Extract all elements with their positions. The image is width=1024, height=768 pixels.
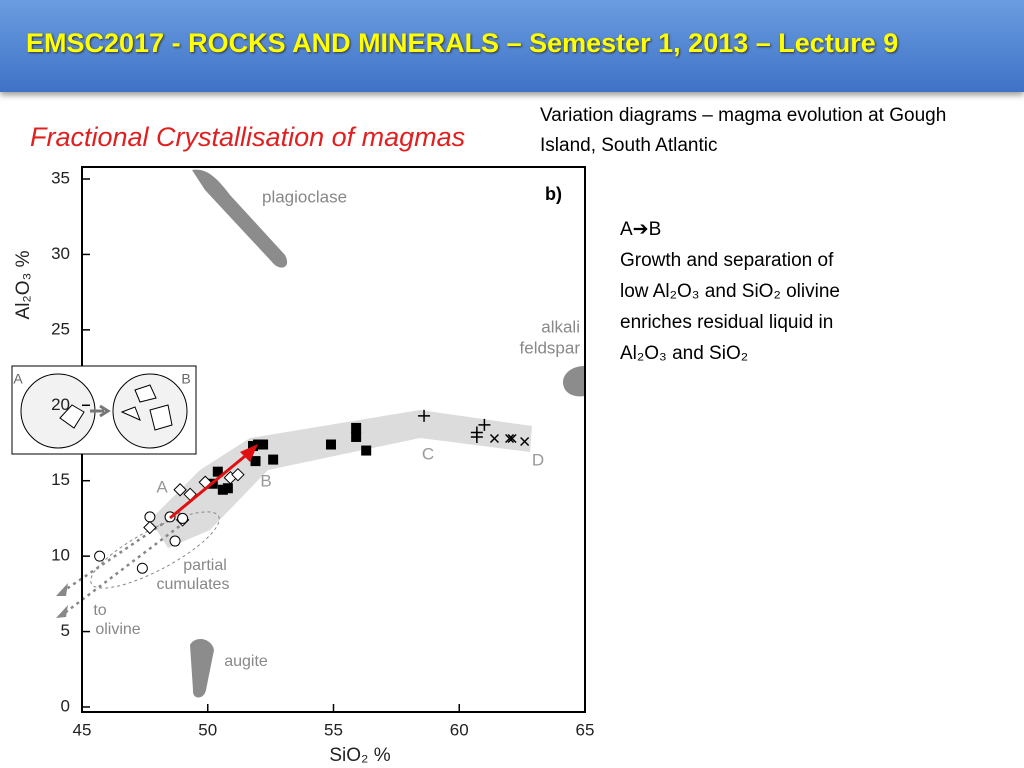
point: [231, 467, 245, 482]
annotation: augite: [224, 653, 268, 670]
note-line: low Al₂O₃ and SiO₂ olivine: [620, 281, 840, 302]
note-line: enriches residual liquid in: [620, 312, 834, 333]
point: [250, 456, 261, 467]
annotation: olivine: [95, 621, 140, 638]
point: [173, 483, 187, 497]
x-tick-label: 45: [73, 720, 92, 739]
point: [505, 433, 515, 444]
annotation: A: [156, 477, 168, 496]
heading: Fractional Crystallisation of magmas: [30, 122, 466, 152]
y-tick-label: 35: [51, 168, 70, 187]
point: [478, 418, 491, 431]
point: [351, 422, 362, 433]
plagioclase-field: [192, 169, 288, 268]
y-tick-label: 15: [51, 470, 70, 489]
olivine-trend: [61, 510, 181, 594]
augite-field: [190, 638, 214, 698]
annotation: feldspar: [520, 338, 581, 357]
point: [143, 520, 157, 535]
slide-title: EMSC2017 - ROCKS AND MINERALS – Semester…: [26, 28, 899, 58]
point: [268, 454, 279, 465]
point: [258, 439, 269, 450]
annotation: D: [532, 450, 544, 469]
x-tick-label: 55: [324, 720, 343, 739]
point: [248, 441, 259, 452]
point: [507, 433, 517, 444]
cumulate-field: [90, 511, 220, 589]
point: [253, 439, 264, 450]
note-line: Al₂O₃ and SiO₂: [620, 343, 749, 364]
point: [217, 484, 228, 495]
annotation: B: [260, 471, 271, 490]
annotation: cumulates: [157, 576, 230, 593]
annotation: plagioclase: [262, 187, 347, 206]
point: [212, 466, 223, 477]
point: [489, 433, 499, 444]
y-tick-label: 25: [51, 319, 70, 338]
point: [418, 409, 431, 422]
x-axis-label: SiO₂ %: [329, 745, 390, 766]
feldspar-field: [563, 366, 585, 397]
arrow-head: [56, 583, 68, 618]
point: [325, 439, 336, 450]
annotation: partial: [183, 557, 227, 574]
y-tick-label: 30: [51, 244, 70, 263]
trend-band: [150, 410, 532, 548]
x-tick-label: 50: [198, 720, 217, 739]
point: [94, 550, 106, 562]
annotation: to: [93, 602, 106, 619]
annotation: B: [181, 371, 190, 387]
x-tick-label: 60: [450, 720, 469, 739]
point: [351, 431, 362, 442]
annotation: b): [545, 184, 562, 204]
caption: Variation diagrams – magma evolution at …: [540, 105, 947, 156]
point: [144, 511, 156, 523]
point: [136, 562, 148, 574]
annotation: A: [13, 371, 23, 387]
red-arrow-head: [240, 444, 258, 462]
inset-arrow: [90, 404, 111, 418]
point: [169, 535, 181, 547]
note-line: Growth and separation of: [620, 250, 834, 271]
y-tick-label: 5: [61, 621, 70, 640]
notes: A➔B Growth and separation of low Al₂O₃ and…: [620, 214, 840, 369]
olivine-trend: [61, 521, 186, 616]
annotation: alkali: [541, 317, 580, 336]
y-tick-label: 10: [51, 546, 70, 565]
red-arrow: [169, 450, 251, 520]
point: [470, 430, 483, 443]
y-tick-label: 0: [61, 696, 70, 715]
point: [222, 483, 233, 494]
x-tick-label: 65: [576, 720, 595, 739]
point: [361, 445, 372, 456]
point: [520, 436, 530, 447]
annotation: C: [422, 444, 434, 463]
note-line: A➔B: [620, 219, 662, 240]
header: EMSC2017 - ROCKS AND MINERALS – Semester…: [0, 0, 1024, 92]
y-axis-label: Al₂O₃ %: [13, 250, 34, 319]
inset-grain: [59, 384, 173, 431]
point: [177, 512, 189, 524]
y-tick-label: 20: [51, 395, 70, 414]
